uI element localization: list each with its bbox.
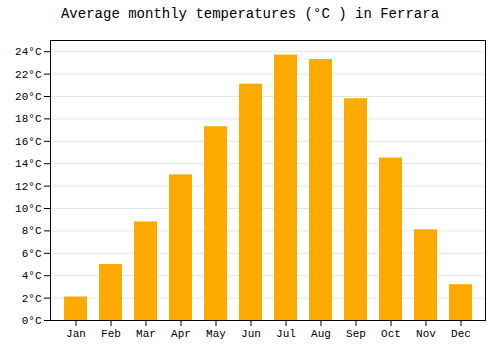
svg-text:18°C: 18°C [15,113,42,125]
svg-text:Jul: Jul [276,328,296,340]
svg-text:Jun: Jun [241,328,261,340]
svg-text:Aug: Aug [311,328,331,340]
svg-text:Mar: Mar [136,328,156,340]
svg-text:0°C: 0°C [22,315,42,327]
svg-text:Nov: Nov [416,328,436,340]
svg-text:12°C: 12°C [15,181,42,193]
html-text:Average monthly temperatures (: Average monthly temperatures (°C ) in Fe… [61,6,439,22]
svg-text:4°C: 4°C [22,270,42,282]
svg-text:Oct: Oct [381,328,401,340]
svg-text:14°C: 14°C [15,158,42,170]
svg-text:2°C: 2°C [22,293,42,305]
svg-text:6°C: 6°C [22,248,42,260]
svg-text:22°C: 22°C [15,69,42,81]
svg-text:Apr: Apr [171,328,191,340]
svg-text:Jan: Jan [66,328,86,340]
svg-text:24°C: 24°C [15,46,42,58]
svg-text:10°C: 10°C [15,203,42,215]
svg-text:8°C: 8°C [22,225,42,237]
svg-text:16°C: 16°C [15,136,42,148]
svg-text:May: May [206,328,226,340]
svg-text:Dec: Dec [451,328,471,340]
svg-text:Sep: Sep [346,328,366,340]
svg-text:20°C: 20°C [15,91,42,103]
svg-text:Feb: Feb [101,328,121,340]
